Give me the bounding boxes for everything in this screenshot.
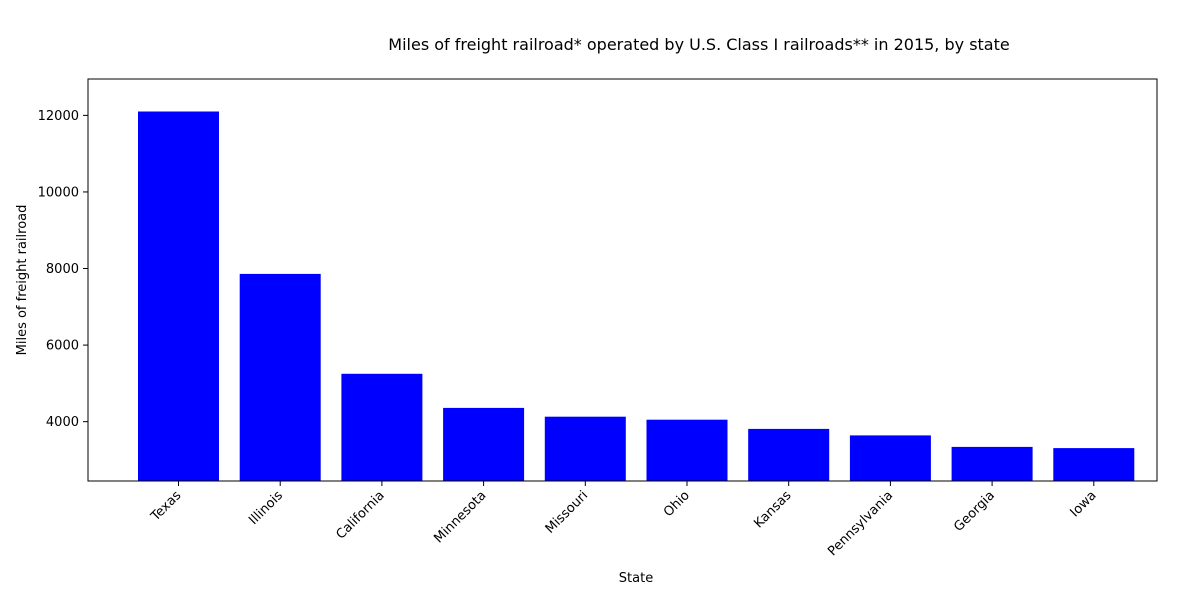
x-tick-label: Illinois [246,488,286,528]
y-tick-label: 12000 [38,109,79,124]
y-axis-label: Miles of freight railroad [15,205,30,356]
x-axis: Texas Illinois California Minnesota Missouri… [148,481,1100,559]
y-tick-label: 10000 [38,185,79,200]
x-tick-label: Pennsylvania [825,488,896,559]
x-tick-label: Kansas [751,488,794,531]
x-tick-label: Iowa [1068,488,1100,520]
y-tick-label: 8000 [46,262,79,277]
bar-kansas [748,428,830,481]
bar-minnesota [443,407,525,481]
bar-illinois [239,273,321,481]
x-tick-label: Missouri [543,488,591,536]
bar-ohio [646,419,728,481]
bar-georgia [951,446,1033,481]
chart-title: Miles of freight railroad* operated by U… [388,35,1009,54]
y-axis: 4000 6000 8000 10000 12000 [38,109,88,430]
y-tick-label: 6000 [46,339,79,354]
bar-california [341,373,423,481]
x-tick-label: California [333,488,387,542]
bar-iowa [1053,448,1135,481]
bar-pennsylvania [849,435,931,481]
y-tick-label: 4000 [46,415,79,430]
x-tick-label: Ohio [661,488,693,520]
bar-missouri [544,416,626,481]
x-tick-label: Minnesota [431,488,489,546]
x-axis-label: State [619,571,653,586]
bars-group [138,111,1135,481]
x-tick-label: Georgia [951,488,998,535]
bar-texas [138,111,219,481]
plot-frame [87,78,1158,482]
x-tick-label: Texas [148,488,185,525]
